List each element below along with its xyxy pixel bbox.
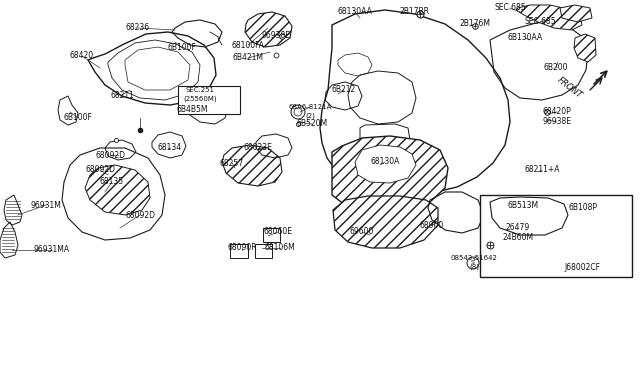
Text: 68A6-8121A: 68A6-8121A xyxy=(288,104,332,110)
Text: (25560M): (25560M) xyxy=(183,96,217,102)
Text: SEC.685: SEC.685 xyxy=(494,3,526,13)
Text: SEC.251: SEC.251 xyxy=(186,87,214,93)
Text: 6B130AA: 6B130AA xyxy=(508,33,543,42)
Text: 08543-51642: 08543-51642 xyxy=(451,255,497,261)
Polygon shape xyxy=(560,5,592,22)
Text: 68420P: 68420P xyxy=(543,108,572,116)
Text: 68134: 68134 xyxy=(158,144,182,153)
Text: 68900: 68900 xyxy=(420,221,444,230)
Text: 68257: 68257 xyxy=(220,158,244,167)
Text: 68211: 68211 xyxy=(110,90,134,99)
Text: 96938E: 96938E xyxy=(262,31,291,39)
Text: 68420: 68420 xyxy=(70,51,94,61)
Polygon shape xyxy=(516,5,582,30)
Text: 68130A: 68130A xyxy=(371,157,400,167)
Bar xyxy=(480,195,632,277)
Text: 68090R: 68090R xyxy=(227,244,257,253)
Polygon shape xyxy=(245,12,292,47)
Text: 6B200: 6B200 xyxy=(544,64,568,73)
Polygon shape xyxy=(332,136,448,210)
Text: 2B17BR: 2B17BR xyxy=(400,7,430,16)
Text: 6B4B5M: 6B4B5M xyxy=(176,106,208,115)
Text: 24B60M: 24B60M xyxy=(502,234,534,243)
Text: 68135: 68135 xyxy=(100,177,124,186)
Text: 68236: 68236 xyxy=(126,23,150,32)
Text: 68092D: 68092D xyxy=(125,211,155,219)
Text: 68023E: 68023E xyxy=(244,144,273,153)
Text: 6B421M: 6B421M xyxy=(232,54,264,62)
Polygon shape xyxy=(333,196,438,248)
Text: 96931M: 96931M xyxy=(31,201,61,209)
Text: 68100FA: 68100FA xyxy=(232,41,264,49)
Text: 6B100F: 6B100F xyxy=(168,44,196,52)
Text: 68092D: 68092D xyxy=(85,166,115,174)
Text: 68130AA: 68130AA xyxy=(337,7,372,16)
Text: 6B100F: 6B100F xyxy=(63,113,92,122)
Text: 96938E: 96938E xyxy=(543,118,572,126)
Bar xyxy=(178,86,240,114)
Text: 6B108P: 6B108P xyxy=(568,203,598,212)
Text: 96931MA: 96931MA xyxy=(34,246,70,254)
Text: (8): (8) xyxy=(469,264,479,270)
Text: 6B520M: 6B520M xyxy=(296,119,328,128)
Text: SEC.685: SEC.685 xyxy=(524,17,556,26)
Text: 68106M: 68106M xyxy=(264,244,296,253)
Text: S: S xyxy=(471,260,475,266)
Text: 68211+A: 68211+A xyxy=(524,166,560,174)
Text: 68092D: 68092D xyxy=(95,151,125,160)
Polygon shape xyxy=(355,145,416,183)
Text: 69600: 69600 xyxy=(350,228,374,237)
Text: FRONT: FRONT xyxy=(556,76,584,100)
Polygon shape xyxy=(222,145,282,186)
Polygon shape xyxy=(574,34,596,62)
Text: 68060E: 68060E xyxy=(264,228,292,237)
Polygon shape xyxy=(85,165,150,215)
Text: 6B513M: 6B513M xyxy=(508,201,539,209)
Text: (2): (2) xyxy=(305,113,315,119)
Text: 2B176M: 2B176M xyxy=(460,19,490,29)
Text: J68002CF: J68002CF xyxy=(564,263,600,273)
Text: 6B212: 6B212 xyxy=(332,86,356,94)
Text: 26479: 26479 xyxy=(506,224,530,232)
